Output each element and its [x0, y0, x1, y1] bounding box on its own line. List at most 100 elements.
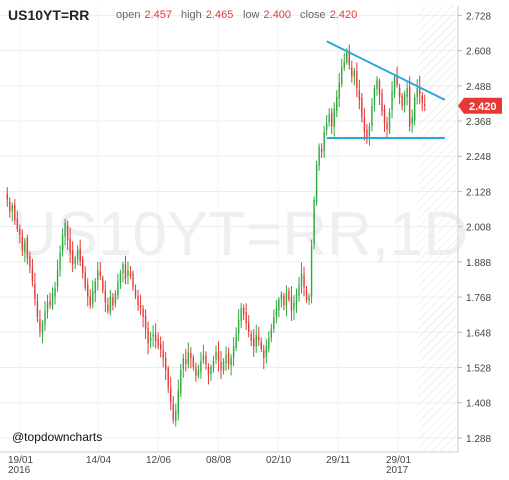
candle-body	[245, 312, 247, 323]
candle-body	[134, 289, 137, 297]
candle-body	[11, 205, 13, 212]
candle-body	[192, 357, 195, 367]
candle-body	[190, 353, 192, 359]
candle-body	[71, 250, 74, 265]
candle-body	[144, 316, 147, 329]
candle-body	[94, 281, 96, 294]
candle-body	[202, 355, 205, 361]
candle-body	[376, 79, 378, 89]
candle-body	[343, 61, 345, 68]
ohlc-close: close 2.420	[300, 9, 358, 21]
candle-body	[225, 355, 227, 364]
candle-body	[124, 264, 127, 279]
candle-body	[247, 322, 250, 332]
candle-body	[318, 146, 320, 166]
candle-body	[280, 293, 283, 300]
candle-body	[416, 88, 418, 97]
y-tick-label: 1.648	[466, 328, 491, 339]
candle-body	[351, 67, 353, 77]
candle-body	[51, 293, 54, 307]
candle-body	[288, 291, 290, 300]
candle-body	[6, 193, 8, 200]
candle-body	[182, 358, 185, 369]
candle-body	[210, 366, 212, 374]
last-price-tag: 2.420	[458, 97, 502, 114]
ohlc-low: low 2.400	[243, 9, 292, 21]
candle-body	[84, 272, 86, 288]
candle-body	[230, 358, 232, 366]
x-tick-label: 08/08	[206, 455, 231, 466]
candle-body	[152, 334, 154, 337]
future-area-hatch	[418, 6, 458, 452]
candle-body	[398, 88, 401, 97]
trendline[interactable]	[326, 40, 446, 101]
candle-body	[56, 270, 59, 287]
candle-body	[24, 240, 26, 252]
candle-body	[185, 359, 187, 364]
candle-body	[378, 80, 381, 95]
candle-body	[310, 246, 313, 297]
candle-body	[99, 271, 102, 276]
y-tick-label: 1.768	[466, 293, 491, 304]
candle-body	[97, 270, 99, 281]
x-tick-label: 19/01	[8, 455, 33, 466]
candle-body	[338, 82, 340, 99]
y-tick-label: 2.368	[466, 117, 491, 128]
candle-body	[117, 281, 119, 297]
candle-body	[356, 70, 358, 89]
candle-body	[255, 334, 257, 347]
candle-body	[290, 297, 293, 312]
candle-body	[401, 96, 403, 106]
symbol-title: US10YT=RR	[8, 7, 90, 23]
candle-body	[265, 346, 267, 357]
candle-body	[167, 368, 169, 388]
candle-body	[172, 404, 174, 420]
candle-body	[253, 338, 255, 347]
candle-body	[175, 410, 177, 422]
y-tick-label: 1.888	[466, 258, 491, 269]
candle-body	[69, 238, 71, 253]
candle-body	[353, 70, 356, 77]
candle-body	[240, 308, 242, 321]
candle-body	[159, 343, 162, 350]
x-tick-label: 02/10	[266, 455, 291, 466]
candle-body	[368, 126, 371, 137]
candle-body	[285, 293, 288, 306]
candle-body	[74, 258, 76, 264]
trendlines	[326, 40, 446, 140]
candle-body	[295, 293, 298, 306]
candle-body	[44, 311, 46, 325]
candle-body	[366, 130, 368, 139]
candle-body	[330, 112, 333, 127]
y-tick-label: 1.408	[466, 399, 491, 410]
x-tick-year: 2017	[386, 465, 409, 476]
candle-body	[19, 229, 21, 235]
candle-body	[87, 284, 89, 297]
candle-body	[220, 361, 222, 370]
candle-body	[21, 236, 24, 250]
candle-body	[298, 284, 300, 297]
candle-body	[419, 86, 421, 95]
candle-body	[132, 273, 134, 288]
candle-body	[270, 328, 273, 338]
candle-body	[137, 295, 139, 306]
candle-body	[157, 338, 159, 347]
y-tick-label: 2.248	[466, 152, 491, 163]
candle-body	[127, 270, 129, 277]
y-tick-label: 2.608	[466, 47, 491, 58]
candle-body	[147, 327, 149, 344]
candle-body	[104, 290, 107, 303]
candle-body	[64, 223, 66, 237]
candle-body	[403, 94, 406, 106]
candle-body	[313, 199, 315, 245]
ohlc-high: high 2.465	[181, 9, 234, 21]
candle-body	[31, 266, 34, 282]
candle-body	[207, 366, 210, 376]
price-tag-box	[458, 97, 502, 114]
x-tick-label: 12/06	[146, 455, 171, 466]
candle-body	[250, 334, 252, 341]
candle-body	[361, 97, 363, 118]
candle-body	[421, 95, 423, 103]
candle-body	[222, 361, 225, 371]
